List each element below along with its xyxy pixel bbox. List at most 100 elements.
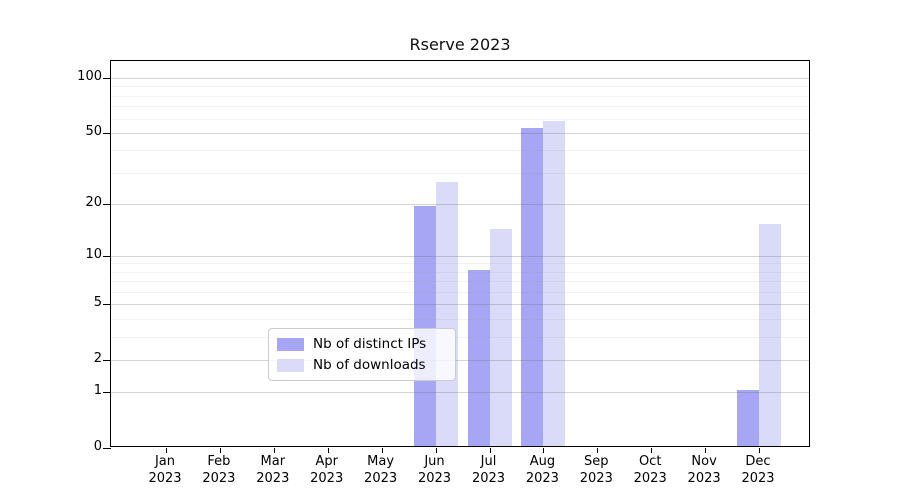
legend-swatch-distinct-ips	[277, 337, 304, 351]
x-tick-mark	[489, 448, 491, 453]
x-tick-label-month: Jul	[480, 454, 497, 469]
bar-distinct-ips	[467, 269, 490, 446]
y-tick-mark	[103, 392, 111, 394]
y-tick-label: 5	[93, 295, 102, 311]
y-tick-label: 100	[77, 69, 102, 85]
y-tick-mark	[103, 448, 111, 449]
x-tick-label-year: 2023	[417, 471, 452, 486]
y-tick-label: 2	[93, 350, 102, 366]
bar-distinct-ips	[521, 127, 544, 446]
y-tick-mark	[103, 255, 111, 257]
y-gridline-major	[111, 359, 809, 361]
legend-item: Nb of downloads	[277, 357, 445, 373]
y-gridline-major	[111, 78, 809, 80]
x-tick-label-year: 2023	[148, 471, 182, 486]
bar-downloads	[435, 181, 458, 446]
y-tick-mark	[103, 78, 111, 80]
x-tick-label-year: 2023	[687, 471, 721, 486]
x-tick-label: Apr 2023	[297, 453, 357, 487]
x-tick-label-month: Dec	[745, 454, 771, 469]
y-gridline-minor	[111, 118, 809, 120]
y-gridline-major	[111, 204, 809, 205]
x-tick-label-year: 2023	[471, 471, 506, 486]
bar-downloads	[759, 223, 781, 446]
x-tick-mark	[759, 448, 760, 453]
y-gridline-minor	[111, 172, 809, 174]
x-tick-label: Jan 2023	[135, 453, 195, 487]
x-tick-label-year: 2023	[364, 471, 398, 486]
x-tick-label-year: 2023	[310, 471, 344, 486]
y-tick-label: 50	[85, 123, 102, 139]
x-tick-label: Mar 2023	[243, 453, 303, 487]
bar-distinct-ips	[737, 390, 759, 446]
y-gridline-major	[111, 392, 809, 394]
x-tick-label-month: May	[367, 454, 395, 469]
y-gridline-minor	[111, 86, 809, 88]
x-tick-label-month: Jan	[154, 454, 176, 469]
x-tick-label-month: Apr	[315, 454, 338, 469]
y-tick-mark	[103, 132, 111, 134]
x-tick-label: Jul 2023	[459, 453, 519, 487]
y-gridline-minor	[111, 95, 809, 97]
x-tick-label-month: Oct	[638, 454, 662, 469]
bar-downloads	[543, 120, 566, 446]
x-tick-label: Sep 2023	[566, 453, 626, 487]
x-tick-mark	[597, 448, 599, 453]
x-tick-mark	[381, 448, 383, 453]
x-tick-label: Aug 2023	[512, 453, 572, 487]
legend-label: Nb of distinct IPs	[313, 336, 427, 352]
x-tick-mark	[651, 448, 653, 453]
x-tick-label: May 2023	[351, 453, 411, 487]
bar-distinct-ips	[413, 205, 436, 446]
legend-label: Nb of downloads	[313, 357, 426, 373]
x-tick-label-month: Aug	[529, 454, 556, 469]
x-tick-mark	[273, 448, 275, 453]
y-gridline-minor	[111, 319, 809, 320]
y-gridline-major	[111, 255, 809, 257]
x-tick-label-month: Mar	[260, 454, 286, 469]
y-gridline-minor	[111, 106, 809, 108]
bar-downloads	[489, 228, 512, 446]
y-gridline-minor	[111, 263, 809, 265]
y-gridline-minor	[111, 292, 809, 293]
y-gridline-major	[111, 132, 809, 134]
x-tick-mark	[166, 448, 167, 453]
y-tick-label: 1	[93, 383, 102, 399]
x-tick-label-month: Jun	[424, 454, 445, 469]
y-tick-mark	[103, 304, 111, 306]
chart-title: Rserve 2023	[409, 35, 511, 54]
y-tick-label: 20	[85, 195, 102, 210]
x-tick-mark	[543, 448, 545, 453]
y-tick-mark	[103, 359, 111, 361]
legend: Nb of distinct IPs Nb of downloads	[268, 328, 456, 381]
x-tick-label: Dec 2023	[728, 453, 788, 487]
x-tick-label: Feb 2023	[189, 453, 249, 487]
x-tick-mark	[705, 448, 707, 453]
y-tick-label: 10	[85, 246, 102, 262]
y-gridline-minor	[111, 281, 809, 283]
x-tick-label: Nov 2023	[674, 453, 734, 487]
y-gridline-minor	[111, 336, 809, 338]
y-tick-mark	[103, 204, 111, 205]
legend-item: Nb of distinct IPs	[277, 336, 445, 352]
x-tick-label-year: 2023	[202, 471, 236, 486]
x-tick-label-year: 2023	[579, 471, 613, 486]
x-tick-label-year: 2023	[741, 471, 775, 486]
x-tick-label-year: 2023	[633, 471, 667, 486]
y-tick-label: 0	[93, 439, 102, 454]
y-gridline-minor	[111, 271, 809, 273]
x-tick-label: Jun 2023	[405, 453, 465, 487]
legend-swatch-downloads	[277, 358, 304, 372]
y-gridline-major	[111, 304, 809, 306]
x-tick-label-month: Sep	[584, 454, 609, 469]
x-tick-label: Oct 2023	[620, 453, 680, 487]
y-gridline-minor	[111, 150, 809, 152]
x-tick-label-year: 2023	[525, 471, 559, 486]
x-tick-mark	[435, 448, 437, 453]
x-tick-label-month: Nov	[691, 454, 717, 469]
plot-area	[103, 60, 810, 453]
x-tick-label-month: Feb	[207, 454, 231, 469]
x-tick-label-year: 2023	[256, 471, 290, 486]
x-tick-mark	[327, 448, 329, 453]
